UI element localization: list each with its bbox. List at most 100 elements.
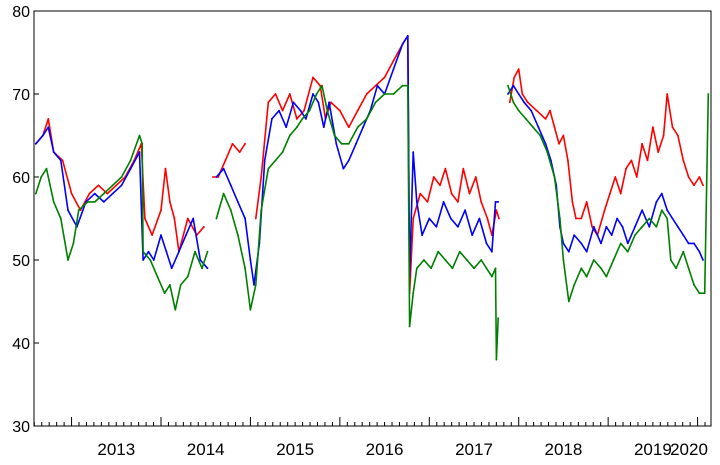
data-point	[260, 176, 263, 178]
data-point	[648, 225, 651, 228]
data-point	[347, 159, 350, 162]
data-point	[120, 184, 123, 187]
data-point	[603, 209, 606, 212]
data-point	[517, 109, 520, 112]
data-point	[206, 250, 209, 253]
data-point	[480, 259, 483, 261]
data-point	[609, 192, 611, 195]
data-point	[687, 267, 690, 270]
data-point	[222, 192, 225, 195]
data-point	[662, 134, 665, 137]
data-point	[671, 217, 674, 220]
data-point	[585, 201, 588, 203]
data-point	[224, 159, 227, 162]
data-point	[478, 217, 481, 220]
data-point	[271, 118, 273, 120]
data-point	[562, 259, 565, 261]
data-point	[70, 192, 73, 195]
data-point	[59, 159, 62, 162]
data-point	[526, 101, 529, 104]
data-point	[466, 259, 468, 261]
data-point	[473, 267, 475, 270]
data-point	[342, 167, 345, 170]
data-point	[512, 101, 515, 104]
data-point	[442, 201, 445, 203]
data-point	[468, 192, 471, 195]
data-point	[423, 259, 425, 261]
data-point	[655, 225, 658, 228]
data-point	[458, 250, 461, 253]
data-point	[356, 109, 359, 112]
data-point	[567, 250, 570, 253]
data-point	[249, 308, 252, 311]
data-point	[486, 217, 489, 220]
data-point	[619, 192, 622, 195]
data-point	[626, 242, 629, 245]
data-point	[558, 142, 560, 145]
x-tick-label: 2015	[276, 440, 314, 459]
data-point	[419, 192, 422, 195]
data-point	[406, 35, 409, 37]
data-point	[485, 242, 488, 245]
data-point	[72, 242, 75, 245]
data-point	[687, 242, 690, 245]
data-point	[365, 118, 368, 120]
data-point	[260, 209, 263, 212]
data-point	[296, 126, 298, 129]
data-point	[93, 192, 96, 195]
data-point	[152, 259, 155, 261]
data-point	[163, 292, 166, 295]
data-point	[408, 325, 411, 328]
y-tick-label: 80	[12, 4, 30, 21]
data-point	[40, 176, 43, 178]
data-point	[698, 250, 701, 253]
data-point	[508, 101, 511, 104]
x-tick-label: 2017	[455, 440, 493, 459]
data-point	[671, 126, 674, 129]
data-point	[253, 284, 255, 286]
data-point	[693, 284, 695, 286]
data-point	[580, 217, 583, 220]
data-point	[383, 76, 386, 79]
data-point	[308, 109, 311, 112]
data-point	[312, 76, 314, 79]
data-point	[634, 225, 636, 228]
data-point	[77, 209, 80, 212]
data-point	[237, 234, 239, 237]
data-point	[319, 84, 322, 87]
data-point	[173, 217, 176, 220]
data-point	[355, 142, 357, 145]
data-point	[707, 93, 710, 95]
data-point	[512, 84, 515, 87]
data-point	[495, 358, 498, 361]
data-point	[249, 259, 252, 261]
data-point	[537, 126, 540, 129]
data-point	[614, 176, 617, 178]
data-point	[263, 159, 266, 162]
data-point	[580, 267, 583, 270]
data-point	[142, 259, 145, 261]
data-point	[507, 93, 509, 95]
data-point	[430, 267, 432, 270]
data-point	[169, 201, 171, 203]
data-point	[666, 93, 669, 95]
data-point	[544, 142, 547, 145]
data-point	[546, 151, 549, 154]
data-point	[392, 68, 395, 70]
data-point	[160, 234, 162, 237]
data-point	[457, 201, 459, 203]
data-point	[111, 192, 114, 195]
data-point	[322, 126, 325, 129]
data-point	[567, 300, 570, 303]
y-tick-label: 30	[12, 419, 30, 436]
data-point	[194, 250, 196, 253]
data-point	[222, 167, 225, 170]
series-layer	[34, 35, 710, 361]
data-point	[315, 93, 318, 95]
series-line-3	[35, 84, 710, 361]
data-point	[703, 292, 706, 295]
data-point	[169, 284, 171, 286]
data-point	[498, 217, 500, 220]
data-point	[517, 93, 520, 95]
